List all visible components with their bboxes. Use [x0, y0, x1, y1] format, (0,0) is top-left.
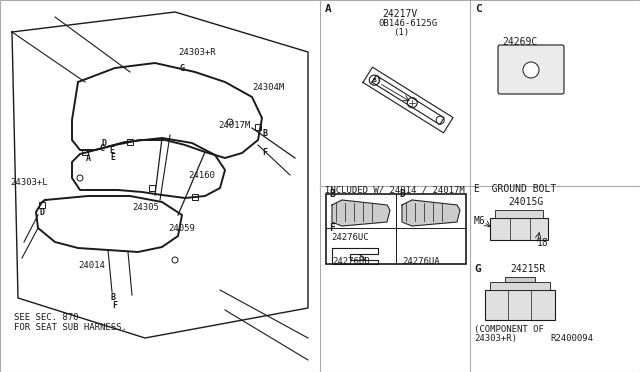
Text: SEE SEC. 870: SEE SEC. 870: [14, 313, 79, 322]
Text: A: A: [86, 154, 90, 163]
Bar: [490, 282, 550, 290]
Text: 24015G: 24015G: [508, 197, 543, 207]
Text: 24276UA: 24276UA: [402, 257, 440, 266]
Text: 24305: 24305: [132, 202, 159, 212]
Text: E: E: [111, 153, 115, 161]
Text: C: C: [99, 144, 104, 153]
Text: 24303+R: 24303+R: [178, 48, 216, 57]
Text: G: G: [474, 264, 481, 274]
Circle shape: [369, 75, 380, 85]
FancyBboxPatch shape: [498, 45, 564, 94]
Circle shape: [172, 257, 178, 263]
Text: 24276UB: 24276UB: [332, 257, 370, 266]
Text: D: D: [399, 189, 405, 199]
Text: 24017M: 24017M: [218, 121, 250, 129]
Text: 24217V: 24217V: [382, 9, 417, 19]
Text: D: D: [102, 138, 106, 148]
Text: M6: M6: [474, 216, 486, 226]
Text: 24303+R): 24303+R): [474, 334, 517, 343]
Circle shape: [77, 175, 83, 181]
Text: 24303+L: 24303+L: [10, 177, 47, 186]
Text: INCLUDED W/ 24014 / 24017M: INCLUDED W/ 24014 / 24017M: [325, 185, 465, 194]
Bar: [326, 194, 466, 264]
Text: 18: 18: [537, 238, 548, 248]
Bar: [149, 185, 155, 191]
Text: B: B: [329, 189, 335, 199]
Polygon shape: [332, 200, 390, 226]
Bar: [82, 149, 88, 155]
Text: C: C: [475, 4, 482, 14]
Text: A: A: [325, 4, 332, 14]
Bar: [192, 194, 198, 200]
Text: (1): (1): [393, 28, 409, 37]
Bar: [127, 139, 133, 145]
Bar: [505, 277, 535, 282]
Text: 0B146-6125G: 0B146-6125G: [378, 19, 437, 28]
Text: (COMPONENT OF: (COMPONENT OF: [474, 325, 544, 334]
Text: G: G: [179, 64, 184, 73]
Circle shape: [407, 97, 417, 108]
Text: D: D: [40, 208, 45, 217]
Circle shape: [372, 76, 380, 84]
Circle shape: [360, 256, 364, 260]
Text: B: B: [111, 294, 115, 302]
Text: FOR SEAT SUB HARNESS.: FOR SEAT SUB HARNESS.: [14, 323, 127, 332]
Text: F: F: [329, 223, 335, 233]
Text: 24059: 24059: [168, 224, 195, 232]
Polygon shape: [402, 200, 460, 226]
Text: 24215R: 24215R: [510, 264, 545, 274]
Circle shape: [436, 116, 444, 124]
Circle shape: [523, 62, 539, 78]
Text: F: F: [113, 301, 118, 311]
Text: B: B: [372, 78, 376, 83]
Bar: [495, 210, 543, 218]
Circle shape: [227, 119, 233, 125]
Text: R2400094: R2400094: [550, 334, 593, 343]
Text: 24014: 24014: [78, 262, 105, 270]
Text: F: F: [262, 148, 268, 157]
Text: B: B: [262, 128, 268, 138]
Text: E  GROUND BOLT: E GROUND BOLT: [474, 184, 556, 194]
Text: 24269C: 24269C: [502, 37, 537, 47]
Text: 24276UC: 24276UC: [331, 233, 369, 242]
Bar: [485, 290, 555, 320]
Text: 24160: 24160: [188, 170, 215, 180]
Text: E: E: [109, 145, 115, 154]
Text: 24304M: 24304M: [252, 83, 284, 92]
Bar: [39, 202, 45, 208]
Bar: [490, 218, 548, 240]
Bar: [255, 124, 261, 130]
